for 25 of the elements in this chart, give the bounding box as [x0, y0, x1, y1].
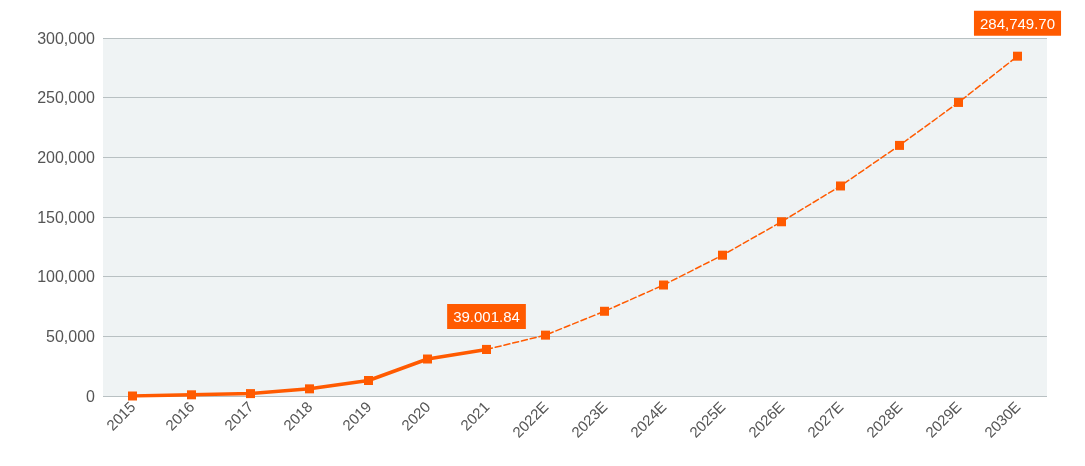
y-tick-label: 300,000 [37, 29, 96, 47]
point [187, 390, 196, 400]
y-tick-label: 250,000 [37, 89, 96, 107]
y-tick-label: 100,000 [37, 268, 96, 286]
point [541, 330, 550, 340]
point [600, 306, 609, 316]
point [305, 384, 314, 394]
point [895, 140, 904, 150]
point [423, 354, 432, 364]
y-tick-label: 50,000 [46, 327, 96, 345]
point [659, 280, 668, 290]
point [777, 217, 786, 227]
y-tick-label: 0 [86, 387, 96, 405]
point [364, 375, 373, 385]
data-label: 284,749.70 [979, 14, 1056, 32]
point [836, 181, 845, 191]
point [482, 344, 491, 354]
point [246, 389, 255, 399]
data-label: 39.001.84 [453, 307, 520, 325]
point [128, 391, 137, 401]
y-tick-label: 150,000 [37, 208, 96, 226]
point [718, 250, 727, 260]
point [954, 97, 963, 107]
y-tick-label: 200,000 [37, 148, 96, 166]
point [1013, 51, 1022, 61]
